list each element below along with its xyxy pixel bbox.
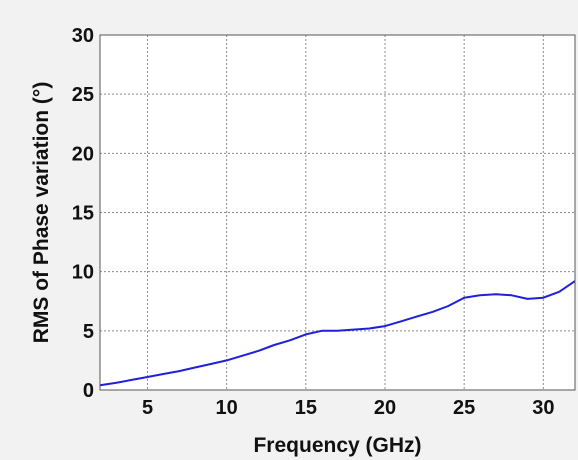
x-tick-label: 10 <box>216 397 238 419</box>
x-axis-title: Frequency (GHz) <box>253 434 421 457</box>
y-tick-label: 10 <box>72 262 94 284</box>
y-tick-label: 15 <box>72 203 94 225</box>
y-tick-label: 0 <box>83 380 94 402</box>
x-tick-label: 25 <box>453 397 475 419</box>
y-axis-title: RMS of Phase variation (°) <box>30 82 53 344</box>
y-tick-label: 25 <box>72 84 94 106</box>
y-tick-label: 20 <box>72 143 94 165</box>
x-tick-label: 20 <box>374 397 396 419</box>
y-tick-label: 30 <box>72 25 94 47</box>
x-tick-labels: 5 10 15 20 25 30 <box>142 397 555 419</box>
y-tick-labels: 0 5 10 15 20 25 30 <box>72 25 94 402</box>
y-tick-label: 5 <box>83 321 94 343</box>
x-tick-label: 5 <box>142 397 153 419</box>
x-tick-label: 30 <box>532 397 554 419</box>
x-tick-label: 15 <box>295 397 317 419</box>
